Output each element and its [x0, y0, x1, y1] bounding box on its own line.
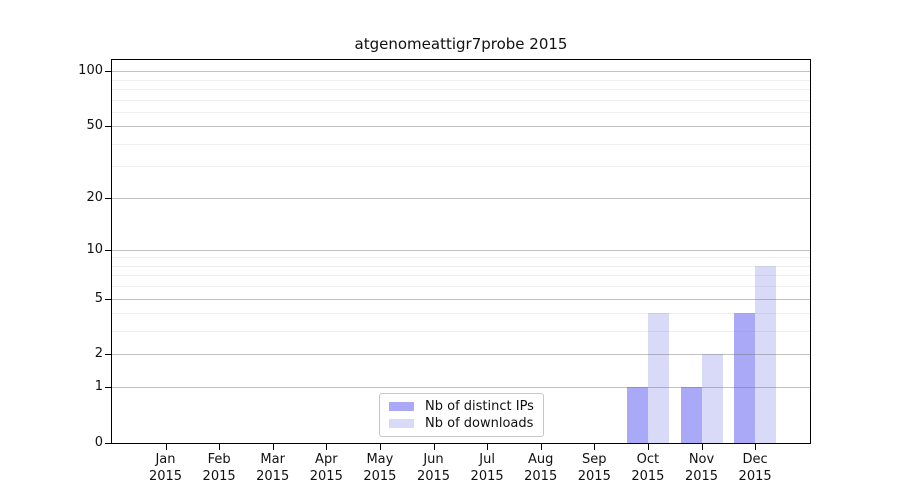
x-tick-month: Jan [155, 452, 176, 467]
x-tick-mark [701, 444, 703, 450]
x-tick-year: 2015 [524, 469, 558, 484]
x-tick-mark [540, 444, 542, 450]
major-gridline [112, 387, 810, 389]
x-tick-mark [272, 444, 274, 450]
x-tick-month: Apr [315, 452, 338, 467]
minor-gridline [112, 166, 810, 168]
bar-distinct-ips [626, 387, 648, 443]
y-tick-mark [105, 298, 111, 300]
minor-gridline [112, 275, 810, 277]
x-tick-mark [647, 444, 649, 450]
y-tick-label: 10 [86, 241, 103, 257]
y-tick-label: 20 [86, 189, 103, 205]
x-tick-year: 2015 [631, 469, 665, 484]
x-tick-label: Jan 2015 [131, 451, 201, 485]
major-gridline [112, 354, 810, 356]
x-tick-month: May [366, 452, 394, 467]
x-tick-year: 2015 [577, 469, 611, 484]
x-tick-label: Apr 2015 [291, 451, 361, 485]
x-tick-mark [219, 444, 221, 450]
x-tick-year: 2015 [256, 469, 290, 484]
legend-label-distinct-ips: Nb of distinct IPs [425, 399, 534, 414]
x-tick-label: Aug 2015 [506, 451, 576, 485]
x-tick-mark [487, 444, 489, 450]
x-tick-mark [165, 444, 167, 450]
y-tick-label: 5 [94, 290, 103, 306]
major-gridline [112, 249, 810, 251]
legend: Nb of distinct IPs Nb of downloads [379, 393, 544, 437]
chart-title: atgenomeattigr7probe 2015 [354, 35, 568, 53]
y-tick-mark [105, 197, 111, 199]
x-tick-mark [755, 444, 757, 450]
x-tick-year: 2015 [684, 469, 719, 484]
y-tick-label: 100 [78, 63, 103, 79]
x-tick-month: Aug [527, 452, 554, 467]
bar-downloads [701, 354, 723, 443]
x-tick-mark [326, 444, 328, 450]
y-tick-mark [105, 443, 111, 444]
x-tick-year: 2015 [202, 469, 236, 484]
x-tick-month: Nov [688, 452, 715, 467]
major-gridline [112, 71, 810, 73]
minor-gridline [112, 331, 810, 333]
x-tick-month: Oct [636, 452, 660, 467]
x-tick-year: 2015 [363, 469, 397, 484]
x-tick-label: May 2015 [345, 451, 415, 485]
y-tick-mark [105, 249, 111, 251]
y-tick-mark [105, 387, 111, 389]
x-tick-label: Sep 2015 [559, 451, 629, 485]
legend-item-distinct-ips: Nb of distinct IPs [389, 399, 534, 414]
bar-downloads [755, 265, 777, 443]
minor-gridline [112, 286, 810, 288]
y-tick-label: 50 [86, 118, 103, 134]
x-tick-month: Jul [479, 452, 495, 467]
minor-gridline [112, 265, 810, 267]
x-tick-label: Mar 2015 [238, 451, 308, 485]
x-tick-label: Feb 2015 [184, 451, 254, 485]
x-tick-mark [594, 444, 596, 450]
x-tick-label: Jun 2015 [399, 451, 469, 485]
bar-distinct-ips [680, 387, 702, 443]
legend-swatch-downloads [389, 419, 414, 428]
y-tick-label: 2 [94, 346, 103, 362]
minor-gridline [112, 257, 810, 259]
legend-label-downloads: Nb of downloads [425, 416, 534, 431]
y-tick-label: 1 [94, 379, 103, 395]
x-tick-year: 2015 [738, 469, 772, 484]
bar-distinct-ips [734, 313, 756, 443]
x-tick-year: 2015 [416, 469, 451, 484]
minor-gridline [112, 143, 810, 145]
legend-item-downloads: Nb of downloads [389, 416, 534, 431]
x-tick-month: Sep [582, 452, 607, 467]
minor-gridline [112, 99, 810, 101]
x-tick-month: Dec [742, 452, 768, 467]
y-tick-mark [105, 71, 111, 73]
x-tick-year: 2015 [470, 469, 504, 484]
minor-gridline [112, 313, 810, 315]
x-tick-mark [433, 444, 435, 450]
x-tick-mark [379, 444, 381, 450]
x-tick-label: Jul 2015 [452, 451, 522, 485]
x-tick-year: 2015 [309, 469, 343, 484]
minor-gridline [112, 111, 810, 113]
x-tick-year: 2015 [148, 469, 183, 484]
x-tick-month: Feb [207, 452, 231, 467]
minor-gridline [112, 79, 810, 81]
y-tick-mark [105, 126, 111, 128]
plot-area: Nb of distinct IPs Nb of downloads [111, 59, 811, 444]
x-tick-month: Mar [260, 452, 285, 467]
y-tick-label: 0 [94, 435, 103, 450]
y-tick-mark [105, 354, 111, 356]
major-gridline [112, 197, 810, 199]
major-gridline [112, 126, 810, 128]
x-tick-label: Oct 2015 [613, 451, 683, 485]
bar-downloads [647, 313, 669, 443]
major-gridline [112, 298, 810, 300]
minor-gridline [112, 88, 810, 90]
x-tick-month: Jun [423, 452, 444, 467]
x-tick-label: Nov 2015 [667, 451, 737, 485]
legend-swatch-distinct-ips [389, 402, 414, 411]
x-tick-label: Dec 2015 [720, 451, 790, 485]
